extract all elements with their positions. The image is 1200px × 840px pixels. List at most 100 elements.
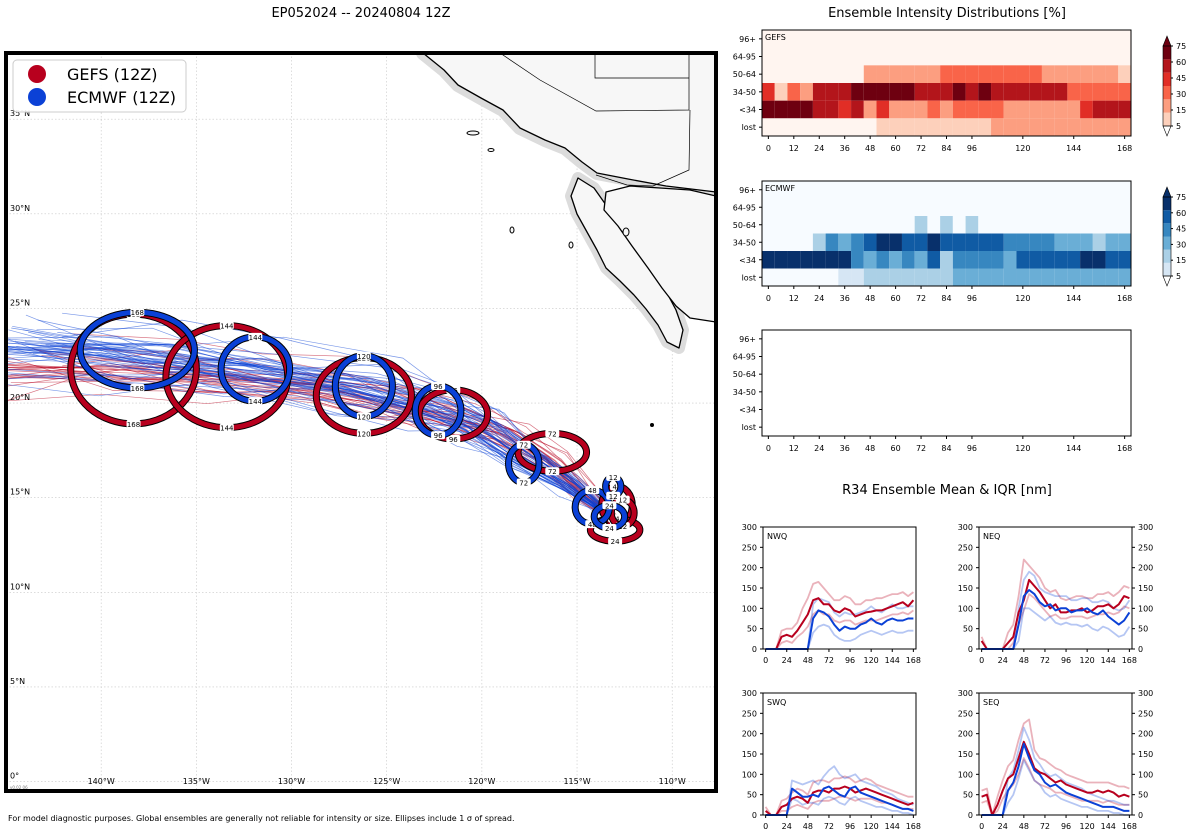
- gefs-hour-label-text: 48: [613, 483, 622, 491]
- x-tick-label: 0: [763, 656, 768, 665]
- x-tick-label: 72: [1040, 822, 1050, 831]
- heatmap-cell: [876, 233, 890, 251]
- y-tick-label-left: 0: [968, 811, 973, 820]
- x-tick-label: 96: [967, 444, 977, 453]
- heatmap-cell: [952, 30, 966, 48]
- gefs-hour-label: 96: [446, 435, 461, 444]
- heatmap-cell: [1029, 65, 1042, 83]
- heatmap-cell: [965, 118, 979, 136]
- gefs-hour-label-text: 144: [220, 425, 234, 433]
- gefs-hour-label-text: 72: [548, 430, 557, 438]
- heatmap-cell: [762, 181, 775, 199]
- heatmap-cell: [800, 100, 813, 119]
- y-tick-label: <34: [739, 256, 756, 265]
- heatmap-cell: [991, 83, 1004, 101]
- heatmap-cell: [978, 233, 992, 251]
- colorbar-tick-label: 5: [1176, 272, 1181, 281]
- heatmap-cell: [952, 65, 966, 83]
- heatmap-cell: [774, 198, 788, 216]
- colorbar-arrow-top: [1162, 35, 1172, 47]
- heatmap-cell: [812, 83, 826, 101]
- heatmap-cell: [825, 251, 839, 269]
- colorbar-tick-label: 30: [1176, 240, 1186, 249]
- footer-note: For model diagnostic purposes. Global en…: [8, 814, 515, 823]
- ecmwf-hour-label-text: 96: [434, 383, 443, 391]
- heatmap-cell: [965, 47, 979, 66]
- heatmap-cell: [787, 251, 801, 269]
- gefs-hour-label-text: 72: [548, 468, 557, 476]
- heatmap-cell: [1118, 30, 1131, 48]
- colorbar-arrow-bottom: [1162, 125, 1172, 137]
- heatmap-cell: [863, 47, 877, 66]
- x-tick-label: 120: [1015, 144, 1030, 153]
- heatmap-cell: [876, 30, 890, 48]
- y-tick-label-right: 300: [1138, 523, 1153, 532]
- x-tick-label: 36: [840, 144, 850, 153]
- heatmap-cell: [762, 83, 775, 101]
- colorbar-segment: [1163, 72, 1171, 86]
- heatmap-cell: [991, 268, 1004, 286]
- heatmap-cell: [838, 268, 852, 286]
- heatmap-cell: [1041, 47, 1055, 66]
- heatmap-cell: [787, 233, 801, 251]
- heatmap-cell: [838, 30, 852, 48]
- heatmap-cell: [762, 30, 775, 48]
- ecmwf-q75-line: [765, 765, 914, 816]
- heatmap-cell: [940, 198, 953, 216]
- gefs-hour-label-text: 96: [449, 436, 458, 444]
- colorbar-arrow-bottom: [1162, 275, 1172, 287]
- heatmap-cell: [812, 216, 826, 234]
- heatmap-cell: [1016, 118, 1030, 136]
- heatmap-cell: [978, 198, 992, 216]
- heatmap-cell: [825, 100, 839, 119]
- heatmap-cell: [901, 65, 915, 83]
- heatmap-cell: [774, 118, 788, 136]
- y-tick-label-left: 200: [958, 730, 973, 739]
- heatmap-cell: [1105, 181, 1119, 199]
- heatmap-cell: [1041, 251, 1055, 269]
- heatmap-cell: [965, 83, 979, 101]
- x-tick-label: 48: [865, 444, 875, 453]
- x-tick-label: 48: [865, 144, 875, 153]
- ecmwf-hour-label-text: 12: [609, 474, 618, 482]
- heatmap-cell: [901, 181, 915, 199]
- hour-label-bg: [248, 397, 263, 406]
- ecmwf-hour-label-text: 96: [434, 432, 443, 440]
- heatmap-cell: [965, 65, 979, 83]
- heatmap-cell: [952, 100, 966, 119]
- gefs-hour-label-text: 168: [127, 421, 140, 429]
- y-tick-label-right: 0: [1138, 811, 1143, 820]
- heatmap-cell: [800, 233, 813, 251]
- heatmap-cell: [851, 268, 864, 286]
- x-tick-label: 24: [814, 144, 824, 153]
- heatmap-cell: [901, 268, 915, 286]
- heatmap-cell: [838, 181, 852, 199]
- heatmap-cell: [762, 233, 775, 251]
- heatmap-cell: [978, 100, 992, 119]
- heatmap-cell: [838, 100, 852, 119]
- heatmap-cell: [1105, 30, 1119, 48]
- heatmap-cell: [889, 216, 902, 234]
- y-tick-label: 50: [747, 625, 757, 634]
- ecmwf-hour-label: 48: [585, 486, 600, 495]
- heatmap-cell: [851, 118, 864, 136]
- heatmap-cell: [914, 47, 928, 66]
- heatmap-cell: [914, 198, 928, 216]
- heatmap-cell: [1092, 83, 1106, 101]
- hour-label-bg: [356, 412, 371, 421]
- colorbar-segment: [1163, 262, 1171, 276]
- ecmwf-hour-label: 120: [356, 351, 371, 361]
- lat-label: 25°N: [10, 298, 30, 307]
- heatmap-cell: [1080, 83, 1093, 101]
- heatmap-cell: [1118, 47, 1131, 66]
- heatmap-cell: [1041, 233, 1055, 251]
- heatmap-cell: [978, 47, 992, 66]
- heatmap-cell: [1105, 268, 1119, 286]
- hour-label-bg: [602, 523, 617, 532]
- heatmap-cell: [812, 251, 826, 269]
- ecmwf-hour-label-text: 48: [588, 487, 597, 495]
- heatmap-cell: [914, 216, 928, 234]
- heatmap-cell: [1029, 268, 1042, 286]
